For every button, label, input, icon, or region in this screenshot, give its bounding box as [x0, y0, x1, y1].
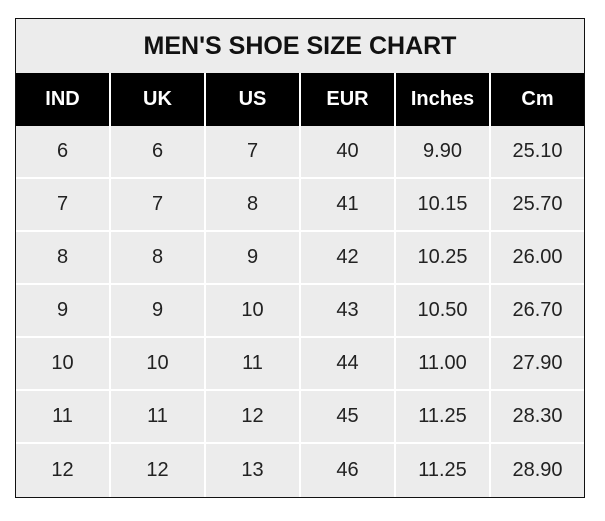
table-row: 9 9 10 43 10.50 26.70 — [16, 285, 584, 338]
table-cell-uk: 10 — [111, 338, 206, 391]
table-cell-inches: 10.25 — [396, 232, 491, 285]
table-cell-inches: 11.00 — [396, 338, 491, 391]
column-header-us: US — [206, 73, 301, 126]
table-cell-uk: 7 — [111, 179, 206, 232]
table-cell-ind: 11 — [16, 391, 111, 444]
table-cell-uk: 11 — [111, 391, 206, 444]
table-row: 10 10 11 44 11.00 27.90 — [16, 338, 584, 391]
table-cell-us: 9 — [206, 232, 301, 285]
table-cell-ind: 8 — [16, 232, 111, 285]
table-cell-uk: 9 — [111, 285, 206, 338]
table-cell-eur: 40 — [301, 126, 396, 179]
table-row: 8 8 9 42 10.25 26.00 — [16, 232, 584, 285]
table-cell-cm: 25.70 — [491, 179, 584, 232]
table-cell-us: 13 — [206, 444, 301, 497]
table-cell-us: 12 — [206, 391, 301, 444]
table-row: 7 7 8 41 10.15 25.70 — [16, 179, 584, 232]
size-chart-table: MEN'S SHOE SIZE CHART IND UK US EUR Inches Cm… — [15, 18, 585, 498]
table-cell-cm: 28.90 — [512, 459, 563, 481]
table-cell-ind: 10 — [16, 338, 111, 391]
table-cell-eur: 46 — [301, 444, 396, 497]
table-cell-eur: 41 — [301, 179, 396, 232]
table-cell-eur: 45 — [301, 391, 396, 444]
column-header-uk: UK — [111, 73, 206, 126]
table-cell-eur: 44 — [301, 338, 396, 391]
column-header-inches: Inches — [396, 73, 491, 126]
table-row: 12 12 13 46 11.25 28.90 — [16, 444, 584, 497]
table-cell-eur: 42 — [301, 232, 396, 285]
column-header-ind: IND — [16, 73, 111, 126]
table-row: 11 11 12 45 11.25 28.30 — [16, 391, 584, 444]
table-cell-ind: 12 — [16, 444, 111, 497]
table-cell-uk: 8 — [111, 232, 206, 285]
table-row: 6 6 7 40 9.90 25.10 — [16, 126, 584, 179]
table-cell-cm: 28.30 — [491, 391, 584, 444]
column-header-cm: Cm — [491, 73, 584, 126]
table-cell-inches: 10.15 — [396, 179, 491, 232]
table-cell-inches: 10.50 — [396, 285, 491, 338]
header-row: IND UK US EUR Inches Cm — [16, 73, 584, 126]
table-cell-inches: 9.90 — [396, 126, 491, 179]
column-header-eur: EUR — [301, 73, 396, 126]
table-cell-us: 7 — [206, 126, 301, 179]
table-cell-ind: 6 — [16, 126, 111, 179]
table-cell-inches: 11.25 — [396, 444, 491, 497]
table-body: 6 6 7 40 9.90 25.10 7 7 8 41 10.15 25.70 8 8 9 42 10.25 2… — [16, 126, 584, 497]
table-title: MEN'S SHOE SIZE CHART — [16, 19, 584, 73]
table-cell-eur: 43 — [301, 285, 396, 338]
table-cell-cm: 27.90 — [491, 338, 584, 391]
table-cell-cm: 26.70 — [491, 285, 584, 338]
table-cell-cm: 26.00 — [491, 232, 584, 285]
table-cell-ind: 7 — [16, 179, 111, 232]
table-cell-us: 11 — [206, 338, 301, 391]
table-cell-us: 10 — [206, 285, 301, 338]
table-cell-uk: 12 — [111, 444, 206, 497]
table-cell-cm: 25.10 — [491, 126, 584, 179]
table-cell-ind: 9 — [16, 285, 111, 338]
table-cell-us: 8 — [206, 179, 301, 232]
table-cell-uk: 6 — [111, 126, 206, 179]
table-cell-inches: 11.25 — [396, 391, 491, 444]
